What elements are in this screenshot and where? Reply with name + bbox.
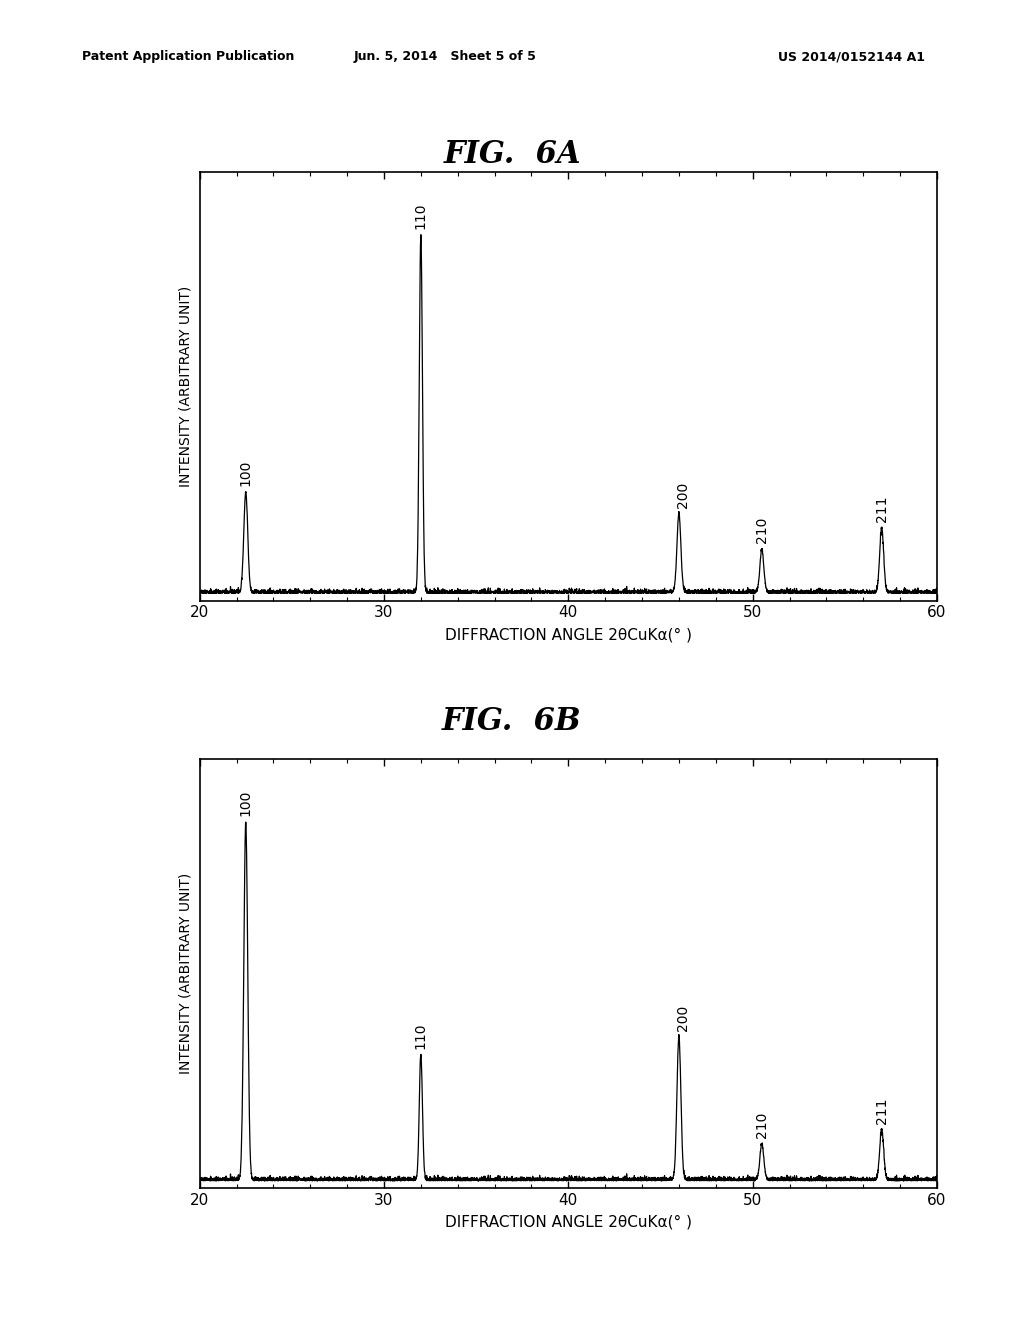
Text: FIG.  6A: FIG. 6A	[443, 139, 581, 169]
Text: 210: 210	[755, 517, 769, 544]
Text: 100: 100	[239, 459, 253, 486]
Text: 110: 110	[414, 1022, 428, 1048]
Text: 200: 200	[676, 482, 689, 508]
Text: 110: 110	[414, 202, 428, 228]
Y-axis label: INTENSITY (ARBITRARY UNIT): INTENSITY (ARBITRARY UNIT)	[179, 285, 193, 487]
Y-axis label: INTENSITY (ARBITRARY UNIT): INTENSITY (ARBITRARY UNIT)	[179, 873, 193, 1074]
Text: 100: 100	[239, 789, 253, 816]
Text: 211: 211	[874, 495, 889, 521]
X-axis label: DIFFRACTION ANGLE 2θCuKα(° ): DIFFRACTION ANGLE 2θCuKα(° )	[444, 1214, 692, 1230]
Text: Jun. 5, 2014   Sheet 5 of 5: Jun. 5, 2014 Sheet 5 of 5	[354, 50, 537, 63]
Text: 211: 211	[874, 1097, 889, 1123]
X-axis label: DIFFRACTION ANGLE 2θCuKα(° ): DIFFRACTION ANGLE 2θCuKα(° )	[444, 627, 692, 643]
Text: Patent Application Publication: Patent Application Publication	[82, 50, 294, 63]
Text: 200: 200	[676, 1005, 689, 1031]
Text: US 2014/0152144 A1: US 2014/0152144 A1	[778, 50, 926, 63]
Text: 210: 210	[755, 1111, 769, 1138]
Text: FIG.  6B: FIG. 6B	[442, 706, 582, 737]
